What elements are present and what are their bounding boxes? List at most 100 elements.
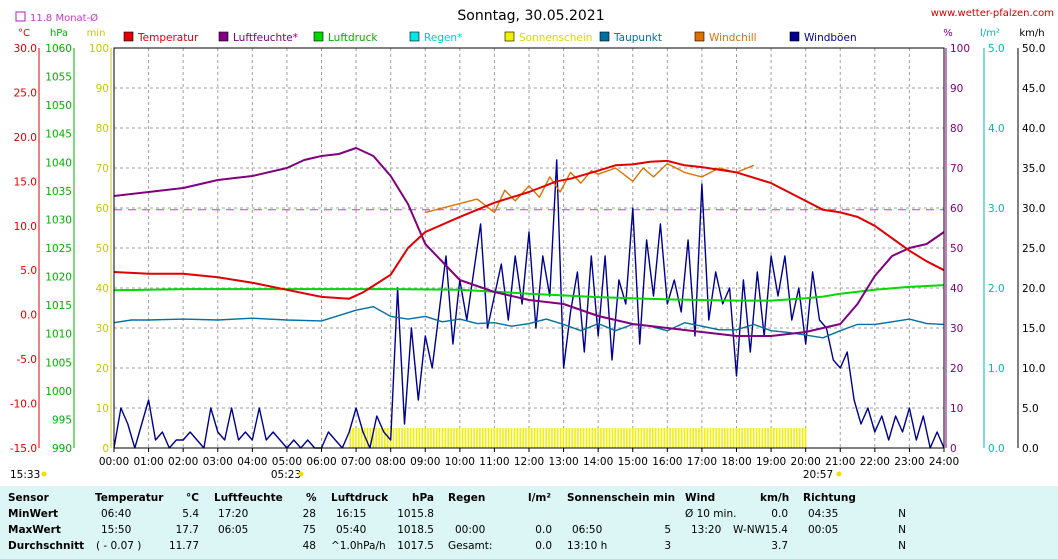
wind-value: 3.7 (771, 540, 788, 552)
x-tick-label: 14:00 (583, 456, 613, 468)
sunshine-tick-label: 100 (89, 43, 109, 55)
series-taupunkt (113, 306, 945, 339)
legend-swatch (218, 31, 229, 42)
humidity-value: 28 (302, 508, 316, 520)
series-luftdruck (113, 284, 945, 302)
humidity-tick-label: 100 (950, 43, 970, 55)
hdr-wind: Wind (685, 492, 716, 504)
sunshine-bars (349, 428, 807, 448)
wind-time: 13:20 (691, 524, 722, 536)
sunrise-icon (298, 471, 304, 477)
hdr-pressure-unit: hPa (412, 492, 434, 504)
direction-time: 04:35 (808, 508, 839, 520)
x-tick-label: 16:00 (652, 456, 682, 468)
temp-value: 5.4 (182, 508, 199, 520)
humidity-tick-label: 80 (950, 123, 963, 135)
hdr-humidity: Luftfeuchte (214, 492, 283, 504)
rain-time: 00:00 (455, 524, 486, 536)
rain-tick-label: 1.0 (988, 363, 1005, 375)
pressure-tick-label: 995 (52, 414, 72, 426)
x-tick-label: 23:00 (894, 456, 924, 468)
legend-swatch (409, 31, 420, 42)
wind-tick-label: 20.0 (1022, 283, 1045, 295)
stats-min-row: MinWert 06:40 5.4 17:20 28 16:15 1015.8 … (0, 506, 1058, 522)
chart-legend: Temperatur Luftfeuchte* Luftdruck Regen* Son… (123, 31, 857, 44)
sunshine-tick-label: 80 (96, 123, 109, 135)
sunshine-tick-label: 30 (96, 323, 109, 335)
pressure-value: 1018.5 (397, 524, 434, 536)
humidity-tick-label: 70 (950, 163, 963, 175)
sunshine-tick-label: 20 (96, 363, 109, 375)
series-lines (113, 147, 945, 449)
stats-header-row: Sensor Temperatur °C Luftfeuchte % Luftd… (0, 490, 1058, 506)
x-tick-label: 02:00 (168, 456, 198, 468)
x-tick-label: 22:00 (860, 456, 890, 468)
x-tick-label: 11:00 (479, 456, 509, 468)
x-tick-label: 06:00 (306, 456, 336, 468)
hdr-pressure: Luftdruck (331, 492, 389, 504)
legend-swatch (789, 31, 800, 42)
legend-label: Luftfeuchte* (233, 32, 298, 44)
pressure-trend: ^1.0hPa/h (331, 540, 386, 552)
hdr-direction: Richtung (803, 492, 856, 504)
humidity-tick-label: 60 (950, 203, 963, 215)
sunshine-value: 3 (664, 540, 671, 552)
pressure-tick-label: 1020 (45, 272, 72, 284)
row-label: MinWert (8, 508, 59, 520)
rain-tick-label: 4.0 (988, 123, 1005, 135)
stats-max-row: MaxWert 15:50 17.7 06:05 75 05:40 1018.5… (0, 522, 1058, 538)
humidity-time: 17:20 (218, 508, 249, 520)
statistics-table: Sensor Temperatur °C Luftfeuchte % Luftd… (0, 486, 1058, 559)
temperature-tick-label: 5.0 (20, 265, 37, 277)
x-tick-label: 01:00 (133, 456, 163, 468)
site-link[interactable]: www.wetter-pfalzen.com (931, 8, 1054, 19)
legend-swatch (504, 31, 515, 42)
pressure-tick-label: 1010 (45, 329, 72, 341)
pressure-tick-label: 1015 (45, 300, 72, 312)
wind-tick-label: 10.0 (1022, 363, 1045, 375)
direction-value: N (898, 524, 906, 536)
x-tick-label: 15:00 (618, 456, 648, 468)
humidity-value: 75 (302, 524, 316, 536)
x-tick-label: 21:00 (825, 456, 855, 468)
legend-label: Sonnenschein (519, 32, 592, 44)
chart-title: Sonntag, 30.05.2021 (457, 8, 604, 24)
sunshine-tick-label: 70 (96, 163, 109, 175)
temp-trend: ( - 0.07 ) (96, 540, 142, 552)
temp-value: 11.77 (168, 540, 199, 552)
hdr-sensor: Sensor (8, 492, 49, 504)
legend-label: Windchill (709, 32, 757, 44)
wind-tick-label: 45.0 (1022, 83, 1045, 95)
x-tick-label: 10:00 (445, 456, 475, 468)
humidity-time: 06:05 (218, 524, 249, 536)
humidity-tick-label: 10 (950, 403, 963, 415)
x-tick-label: 09:00 (410, 456, 440, 468)
pressure-tick-label: 990 (52, 443, 72, 455)
rain-tick-label: 0.0 (988, 443, 1005, 455)
wind-tick-label: 35.0 (1022, 163, 1045, 175)
wind-tick-label: 15.0 (1022, 323, 1045, 335)
direction-time: 00:05 (808, 524, 839, 536)
wind-time: Ø 10 min. (685, 508, 737, 520)
hdr-temperature: Temperatur (95, 492, 164, 504)
monthly-avg-icon (15, 11, 26, 22)
wind-tick-label: 50.0 (1022, 43, 1045, 55)
pressure-tick-label: 1060 (45, 43, 72, 55)
temperature-tick-label: 20.0 (14, 132, 37, 144)
pressure-tick-label: 1050 (45, 100, 72, 112)
humidity-tick-label: 40 (950, 283, 963, 295)
sunshine-unit: min (87, 28, 106, 39)
x-tick-label: 17:00 (687, 456, 717, 468)
sunshine-total: 13:10 h (567, 540, 608, 552)
hdr-temp-unit: °C (186, 492, 199, 504)
rain-tick-label: 5.0 (988, 43, 1005, 55)
temp-time: 06:40 (101, 508, 132, 520)
x-tick-label: 07:00 (341, 456, 371, 468)
pressure-unit: hPa (50, 28, 68, 39)
row-label: Durchschnitt (8, 540, 85, 552)
sunset-icon (836, 471, 842, 477)
temperature-tick-label: 10.0 (14, 221, 37, 233)
x-tick-label: 12:00 (514, 456, 544, 468)
x-tick-label: 24:00 (929, 456, 959, 468)
pressure-tick-label: 1040 (45, 157, 72, 169)
